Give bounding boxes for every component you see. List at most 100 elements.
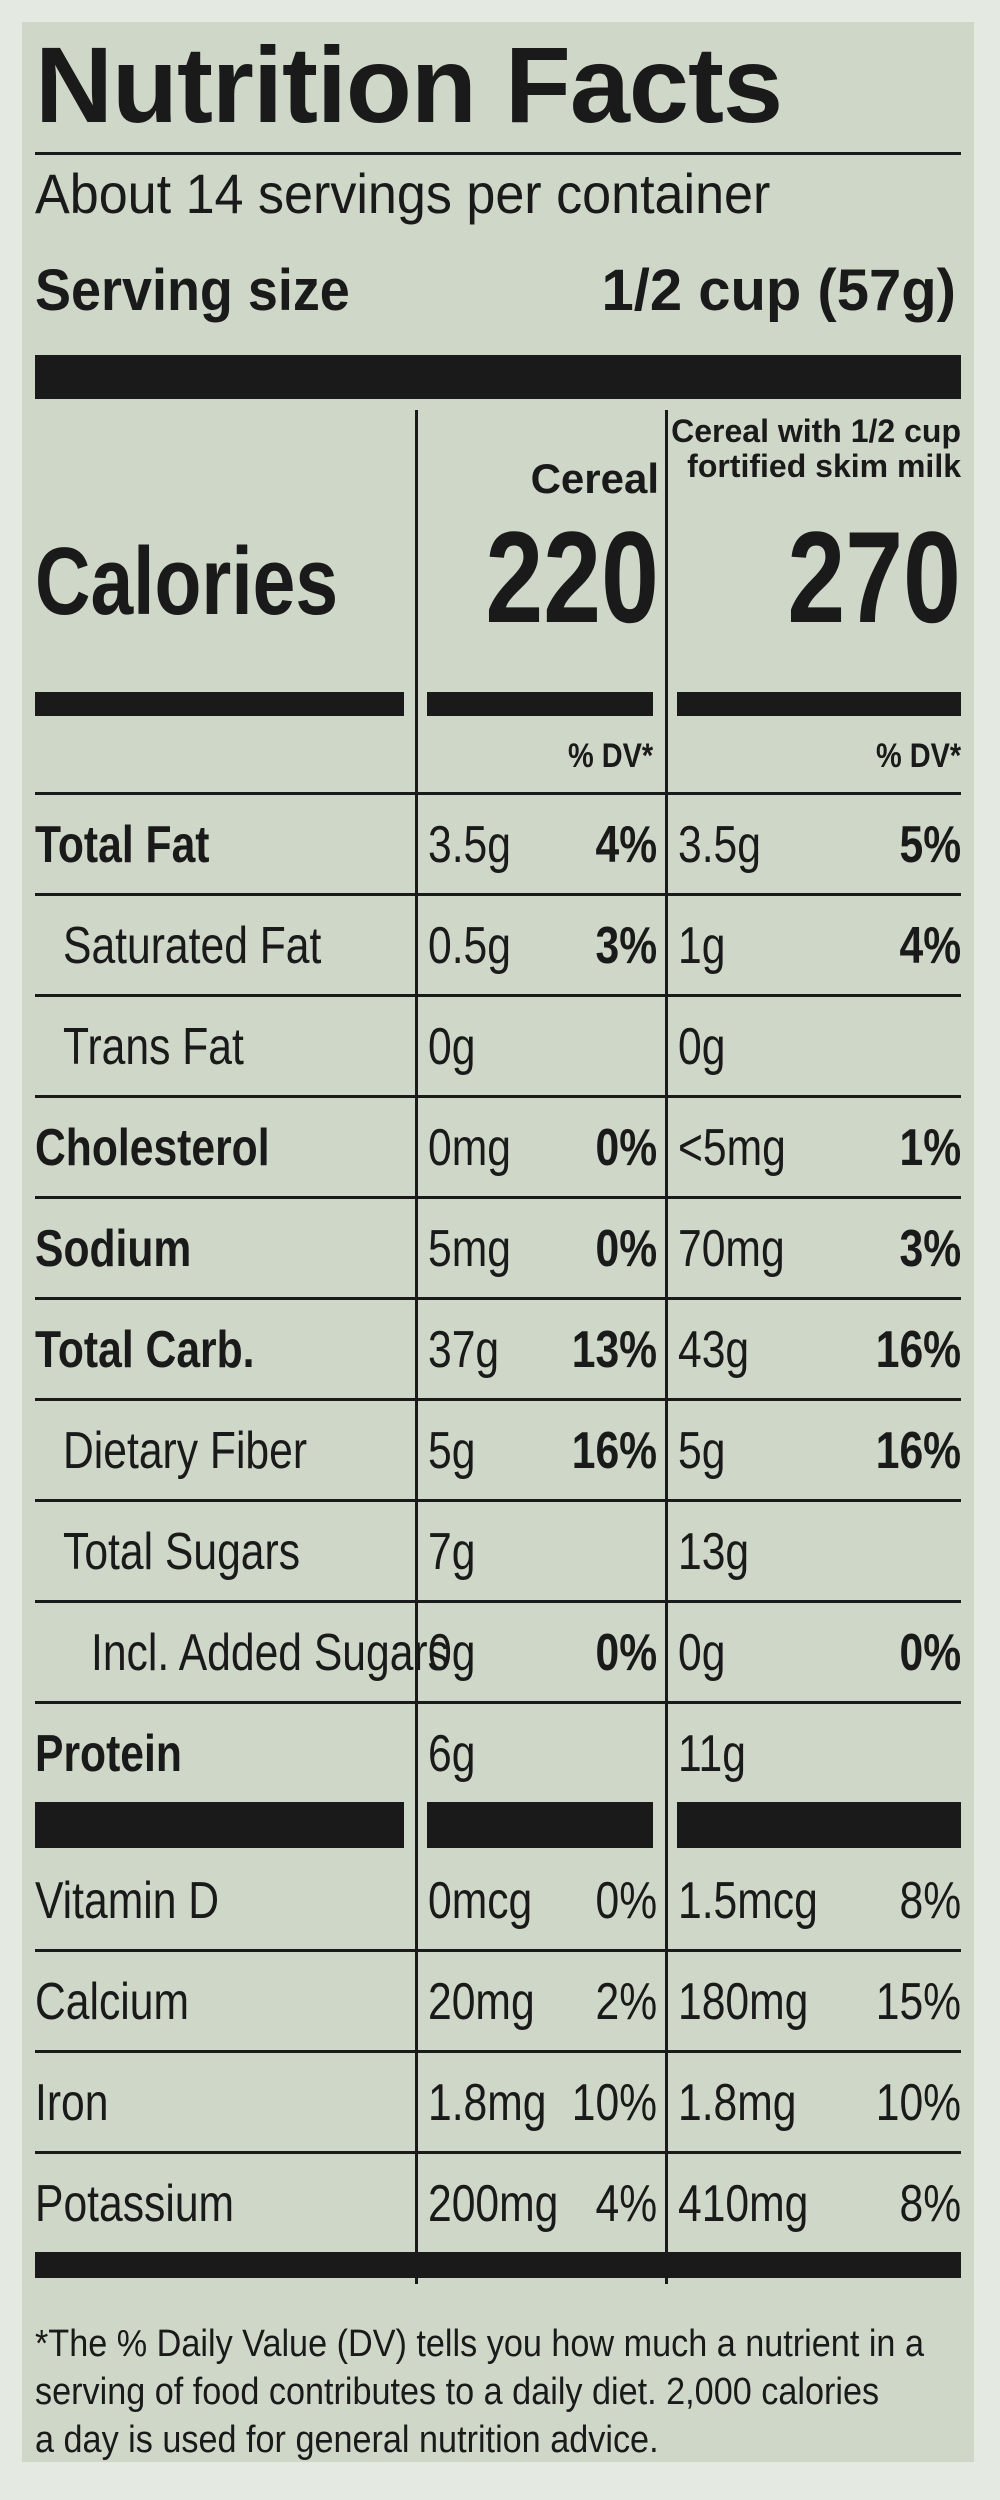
nutrient-name: Total Fat — [35, 816, 210, 874]
milk-amount: 1.8mg — [678, 2074, 797, 2132]
cereal-amount: 0mcg — [428, 1872, 533, 1930]
vitamin-name: Vitamin D — [35, 1872, 220, 1930]
cereal-amount: 0g — [428, 1624, 476, 1682]
milk-amount: 0g — [678, 1018, 726, 1076]
milk-amount: 13g — [678, 1523, 750, 1581]
thick-divider — [35, 355, 961, 399]
nutrient-name: Dietary Fiber — [63, 1422, 308, 1480]
row-divider — [35, 1701, 961, 1704]
milk-amount: 11g — [678, 1725, 746, 1783]
serving-size-label: Serving size — [35, 258, 350, 323]
thick-divider — [35, 2252, 961, 2278]
row-divider — [35, 1095, 961, 1098]
vitamin-name: Calcium — [35, 1973, 190, 2031]
milk-amount: 0g — [678, 1624, 726, 1682]
cereal-dv: 0% — [595, 1119, 657, 1177]
servings-per-container: About 14 servings per container — [35, 162, 771, 225]
row-divider — [35, 994, 961, 997]
row-divider — [35, 1949, 961, 1952]
thick-divider — [677, 1802, 961, 1848]
row-divider — [35, 1398, 961, 1401]
vitamin-name: Iron — [35, 2074, 109, 2132]
milk-dv: 8% — [899, 1872, 961, 1930]
cereal-amount: 0.5g — [428, 917, 511, 975]
thick-divider — [35, 692, 404, 716]
thick-divider — [35, 1802, 404, 1848]
label-title: Nutrition Facts — [35, 24, 783, 145]
milk-amount: 70mg — [678, 1220, 785, 1278]
milk-dv: 1% — [899, 1119, 961, 1177]
footnote: *The % Daily Value (DV) tells you how mu… — [35, 2323, 924, 2461]
serving-size-value: 1/2 cup (57g) — [601, 258, 956, 323]
nutrient-name: Total Carb. — [35, 1321, 255, 1379]
milk-dv: 0% — [899, 1624, 961, 1682]
column-divider — [415, 410, 418, 2284]
nutrient-name: Incl. Added Sugars — [91, 1624, 449, 1682]
milk-amount: 1g — [678, 917, 726, 975]
cereal-dv: 0% — [595, 1872, 657, 1930]
row-divider — [35, 1499, 961, 1502]
calories-with-milk: 270 — [787, 504, 961, 650]
dv-header-cereal: % DV* — [567, 737, 653, 775]
milk-amount: 5g — [678, 1422, 726, 1480]
divider — [35, 152, 961, 155]
nutrient-name: Protein — [35, 1725, 182, 1783]
row-divider — [35, 1600, 961, 1603]
milk-header-line1: Cereal with 1/2 cup — [671, 413, 961, 449]
cereal-amount: 200mg — [428, 2175, 559, 2233]
column-divider — [665, 410, 668, 2284]
cereal-amount: 20mg — [428, 1973, 535, 2031]
milk-amount: <5mg — [678, 1119, 786, 1177]
thick-divider — [427, 692, 653, 716]
cereal-amount: 0mg — [428, 1119, 511, 1177]
cereal-column-header: Cereal — [530, 455, 659, 502]
cereal-dv: 4% — [595, 816, 657, 874]
cereal-dv: 0% — [595, 1220, 657, 1278]
milk-amount: 1.5mcg — [678, 1872, 818, 1930]
cereal-amount: 5mg — [428, 1220, 511, 1278]
thick-divider — [427, 1802, 653, 1848]
milk-dv: 3% — [899, 1220, 961, 1278]
milk-dv: 4% — [899, 917, 961, 975]
milk-dv: 15% — [875, 1973, 961, 2031]
cereal-dv: 16% — [571, 1422, 657, 1480]
cereal-amount: 0g — [428, 1018, 476, 1076]
milk-dv: 10% — [875, 2074, 961, 2132]
nutrition-label: Nutrition Facts About 14 servings per co… — [22, 22, 974, 2462]
cereal-amount: 5g — [428, 1422, 476, 1480]
nutrient-name: Total Sugars — [63, 1523, 301, 1581]
milk-dv: 16% — [875, 1321, 961, 1379]
thick-divider — [677, 692, 961, 716]
milk-amount: 180mg — [678, 1973, 809, 2031]
cereal-dv: 10% — [571, 2074, 657, 2132]
nutrient-name: Cholesterol — [35, 1119, 270, 1177]
cereal-dv: 13% — [571, 1321, 657, 1379]
cereal-amount: 3.5g — [428, 816, 511, 874]
milk-dv: 16% — [875, 1422, 961, 1480]
calories-cereal: 220 — [485, 504, 659, 650]
cereal-amount: 37g — [428, 1321, 500, 1379]
row-divider — [35, 893, 961, 896]
milk-amount: 43g — [678, 1321, 750, 1379]
dv-header-milk: % DV* — [875, 737, 961, 775]
cereal-amount: 1.8mg — [428, 2074, 547, 2132]
row-divider — [35, 1297, 961, 1300]
row-divider — [35, 2151, 961, 2154]
milk-amount: 3.5g — [678, 816, 761, 874]
milk-dv: 5% — [899, 816, 961, 874]
milk-amount: 410mg — [678, 2175, 809, 2233]
cereal-dv: 2% — [595, 1973, 657, 2031]
milk-column-header: Cereal with 1/2 cup fortified skim milk — [671, 413, 961, 485]
row-divider — [35, 2050, 961, 2053]
milk-header-line2: fortified skim milk — [687, 448, 961, 485]
calories-label: Calories — [35, 528, 339, 635]
nutrient-name: Trans Fat — [63, 1018, 244, 1076]
row-divider — [35, 1196, 961, 1199]
row-divider — [35, 792, 961, 795]
cereal-dv: 0% — [595, 1624, 657, 1682]
cereal-dv: 3% — [595, 917, 657, 975]
vitamin-name: Potassium — [35, 2175, 235, 2233]
nutrient-name: Saturated Fat — [63, 917, 322, 975]
milk-dv: 8% — [899, 2175, 961, 2233]
cereal-amount: 6g — [428, 1725, 476, 1783]
